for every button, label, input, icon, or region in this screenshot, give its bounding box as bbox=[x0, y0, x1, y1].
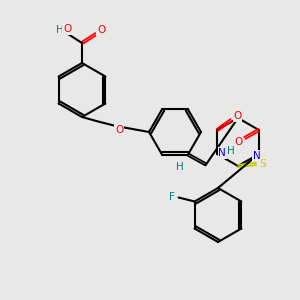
Text: F: F bbox=[169, 191, 175, 202]
Text: O: O bbox=[235, 137, 243, 147]
Text: N: N bbox=[253, 151, 261, 161]
Text: H: H bbox=[56, 25, 64, 35]
Text: H: H bbox=[227, 146, 235, 156]
Text: O: O bbox=[97, 25, 105, 35]
Text: O: O bbox=[233, 111, 241, 121]
Text: O: O bbox=[63, 24, 71, 34]
Text: O: O bbox=[115, 125, 123, 135]
Text: H: H bbox=[176, 161, 184, 172]
Text: N: N bbox=[218, 148, 226, 158]
Text: S: S bbox=[260, 159, 266, 169]
